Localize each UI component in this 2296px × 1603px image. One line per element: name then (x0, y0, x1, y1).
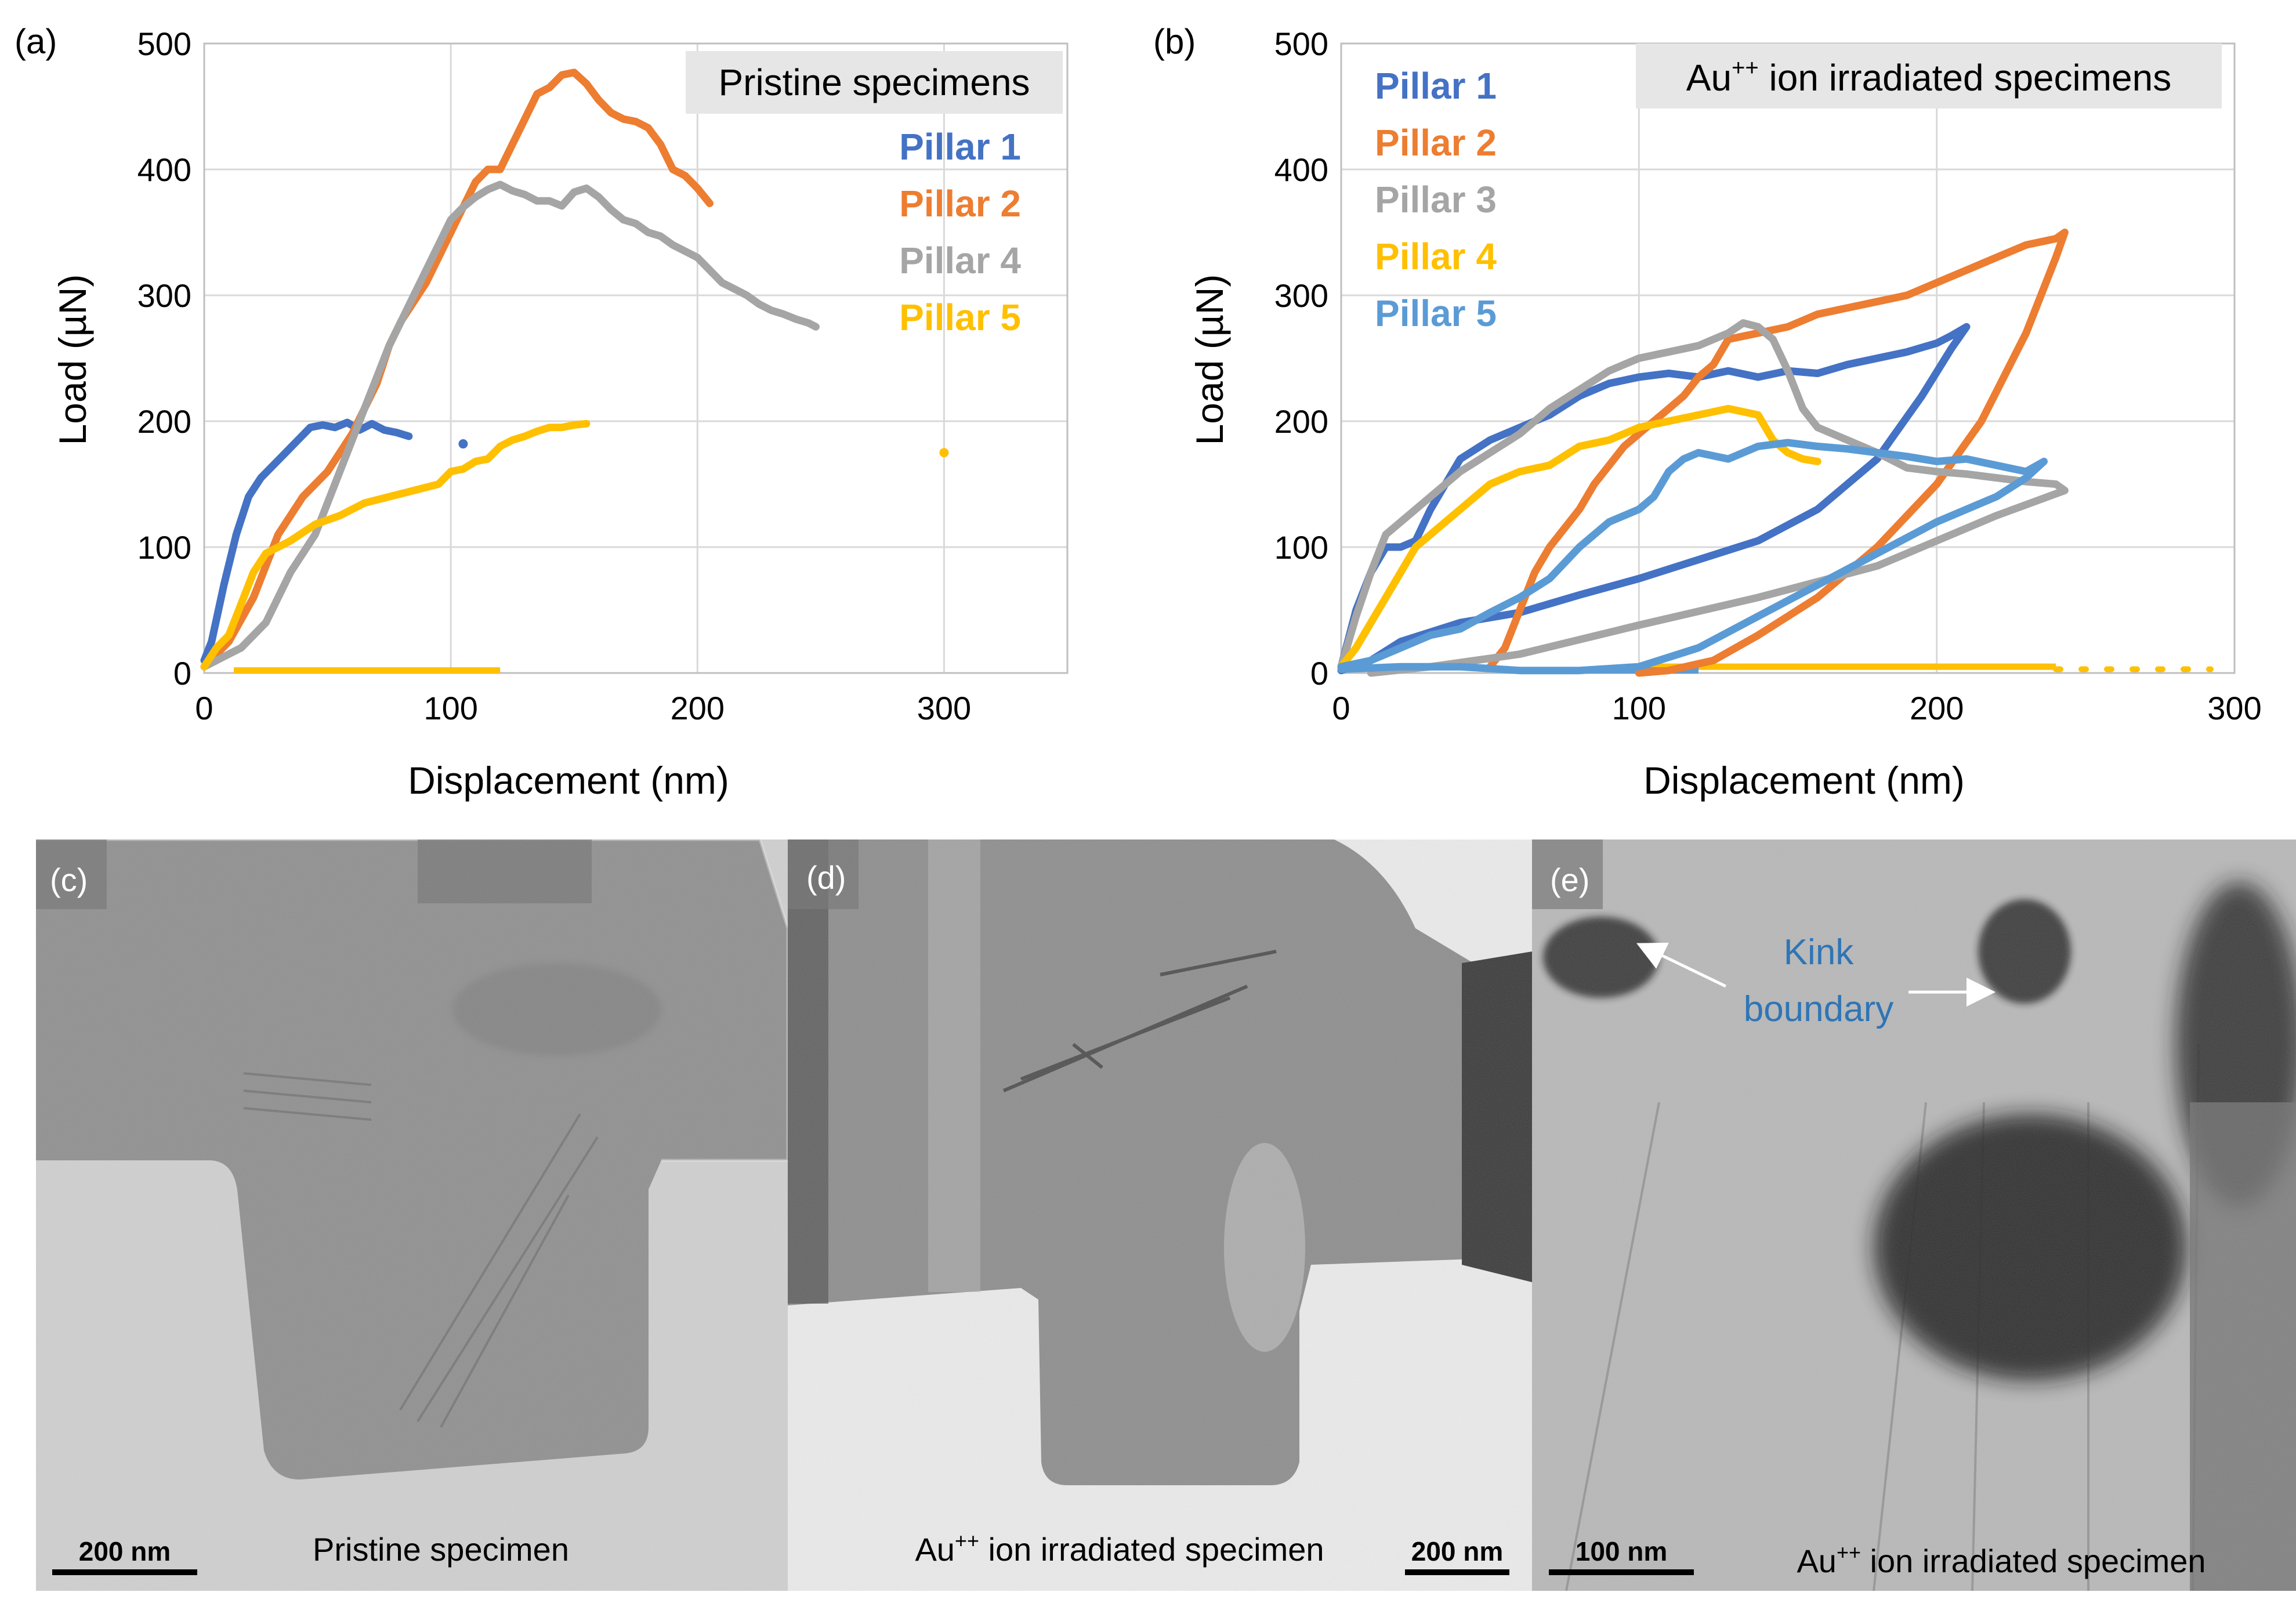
y-tick-label-0: 0 (173, 655, 191, 692)
tem-e-caption: Au++ ion irradiated specimen (1797, 1540, 2206, 1579)
legend-a: Pillar 1 Pillar 2 Pillar 4 Pillar 5 (899, 126, 1021, 338)
tem-c-scale-bar (52, 1569, 197, 1575)
tem-c-scale-label: 200 nm (79, 1536, 171, 1566)
chart-title-b-base: Au (1686, 57, 1732, 99)
panel-c-tem-image: (c) 200 nm Pristine specimen (36, 840, 788, 1591)
tem-d-scale-label: 200 nm (1411, 1536, 1504, 1566)
y-tick-labels-a: 0 100 200 300 400 500 (137, 26, 191, 692)
tem-d-noise (788, 840, 1532, 1591)
tem-e-caption-base: Au (1797, 1543, 1837, 1579)
tem-e-scale-bar (1549, 1569, 1694, 1575)
tem-e-annotation-line1: Kink (1784, 932, 1855, 972)
tem-e-annotation-line2: boundary (1744, 989, 1894, 1029)
legend-b: Pillar 1 Pillar 2 Pillar 3 Pillar 4 Pillar 5 (1375, 65, 1497, 334)
legend-entry-pillar-5: Pillar 5 (899, 296, 1021, 338)
y-tick-label-100: 100 (1274, 529, 1328, 566)
y-tick-label-300: 300 (137, 277, 191, 314)
x-tick-label-300: 300 (917, 690, 971, 726)
x-tick-label-100: 100 (423, 690, 477, 726)
plot-border-a (203, 42, 1069, 674)
x-tick-label-100: 100 (1612, 690, 1666, 726)
legend-entry-pillar-1: Pillar 1 (899, 126, 1021, 168)
chart-title-a: Pristine specimens (718, 61, 1030, 103)
legend-title-box-b (1636, 44, 2222, 108)
legend-entry-pillar-4: Pillar 4 (1375, 236, 1497, 277)
legend-entry-pillar-2: Pillar 2 (1375, 122, 1497, 164)
tem-d-caption-rest: ion irradiated specimen (979, 1531, 1324, 1568)
tem-c-caption: Pristine specimen (313, 1531, 569, 1568)
series-line-pillar-2 (200, 68, 714, 671)
y-tick-labels-b: 0 100 200 300 400 500 (1274, 26, 1328, 692)
x-tick-labels-b: 0 100 200 300 (1332, 690, 2261, 726)
tem-e-label: (e) (1550, 862, 1589, 898)
y-tick-label-200: 200 (1274, 403, 1328, 440)
y-tick-label-0: 0 (1310, 655, 1328, 692)
y-axis-label-b: Load (µN) (1188, 274, 1231, 446)
tem-d-label: (d) (806, 859, 846, 896)
y-tick-label-200: 200 (137, 403, 191, 440)
series-line-pillar-1 (1337, 323, 1971, 675)
legend-entry-pillar-1: Pillar 1 (1375, 65, 1497, 107)
tem-e-scale-label: 100 nm (1576, 1536, 1668, 1566)
panel-label-a: (a) (15, 22, 57, 61)
chart-title-b: Au++ ion irradiated specimens (1686, 55, 2171, 99)
x-axis-label-a: Displacement (nm) (408, 759, 729, 802)
tem-d-caption-base: Au (915, 1531, 955, 1568)
x-tick-labels-a: 0 100 200 300 (195, 690, 971, 726)
tem-d-scale-bar (1405, 1569, 1509, 1575)
stray-point-1 (458, 439, 468, 449)
tem-e-noise (1532, 840, 2296, 1591)
series-group-b (1337, 229, 2214, 677)
tem-c-label-box (36, 840, 107, 909)
stray-point-2 (939, 448, 949, 458)
chart-title-b-superscript: ++ (1732, 55, 1759, 81)
y-axis-label-a: Load (µN) (51, 274, 94, 446)
series-line-pillar-1 (200, 418, 413, 664)
tem-d-caption: Au++ ion irradiated specimen (915, 1529, 1324, 1568)
series-line-pillar-3 (1337, 319, 2069, 677)
panel-b-chart: (b) 0 100 200 300 400 500 0 100 200 300 Displace… (1153, 22, 2262, 802)
y-tick-label-400: 400 (137, 151, 191, 188)
panel-label-b: (b) (1153, 22, 1196, 61)
tem-e-caption-sup: ++ (1837, 1540, 1861, 1564)
x-tick-label-0: 0 (195, 690, 213, 726)
panel-e-tem-image: (e) Kink boundary 100 nm Au++ ion irradi… (1532, 840, 2296, 1591)
tem-d-caption-sup: ++ (955, 1529, 979, 1553)
tem-d-label-box (788, 840, 859, 909)
x-tick-label-200: 200 (671, 690, 725, 726)
y-tick-label-100: 100 (137, 529, 191, 566)
legend-entry-pillar-3: Pillar 3 (1375, 179, 1497, 220)
panel-d-tem-image: (d) 200 nm Au++ ion irradiated specimen (788, 840, 1532, 1591)
series-line-pillar-5 (200, 419, 591, 671)
y-tick-label-400: 400 (1274, 151, 1328, 188)
y-tick-label-300: 300 (1274, 277, 1328, 314)
tem-c-noise (36, 840, 788, 1591)
legend-title-box-a (686, 51, 1063, 114)
x-tick-label-200: 200 (1910, 690, 1964, 726)
y-tick-label-500: 500 (137, 26, 191, 62)
series-line-pillar-4 (200, 180, 820, 671)
legend-entry-pillar-4: Pillar 4 (899, 240, 1021, 281)
panel-a-chart: (a) 0 100 200 300 400 500 0 100 200 300 Displace… (15, 22, 1069, 802)
tem-e-caption-rest: ion irradiated specimen (1861, 1543, 2206, 1579)
series-group-a (200, 68, 949, 674)
tem-e-arrow-left (1636, 942, 1727, 988)
tem-e-label-box (1532, 840, 1603, 909)
series-line-pillar-5 (1337, 439, 2048, 675)
legend-entry-pillar-5: Pillar 5 (1375, 292, 1497, 334)
series-line-pillar-4 (1337, 404, 1821, 671)
x-tick-label-300: 300 (2207, 690, 2261, 726)
tem-c-label: (c) (50, 862, 88, 898)
x-tick-label-0: 0 (1332, 690, 1350, 726)
legend-entry-pillar-2: Pillar 2 (899, 183, 1021, 225)
x-axis-label-b: Displacement (nm) (1643, 759, 1965, 802)
y-tick-label-500: 500 (1274, 26, 1328, 62)
chart-title-b-rest: ion irradiated specimens (1759, 57, 2171, 99)
